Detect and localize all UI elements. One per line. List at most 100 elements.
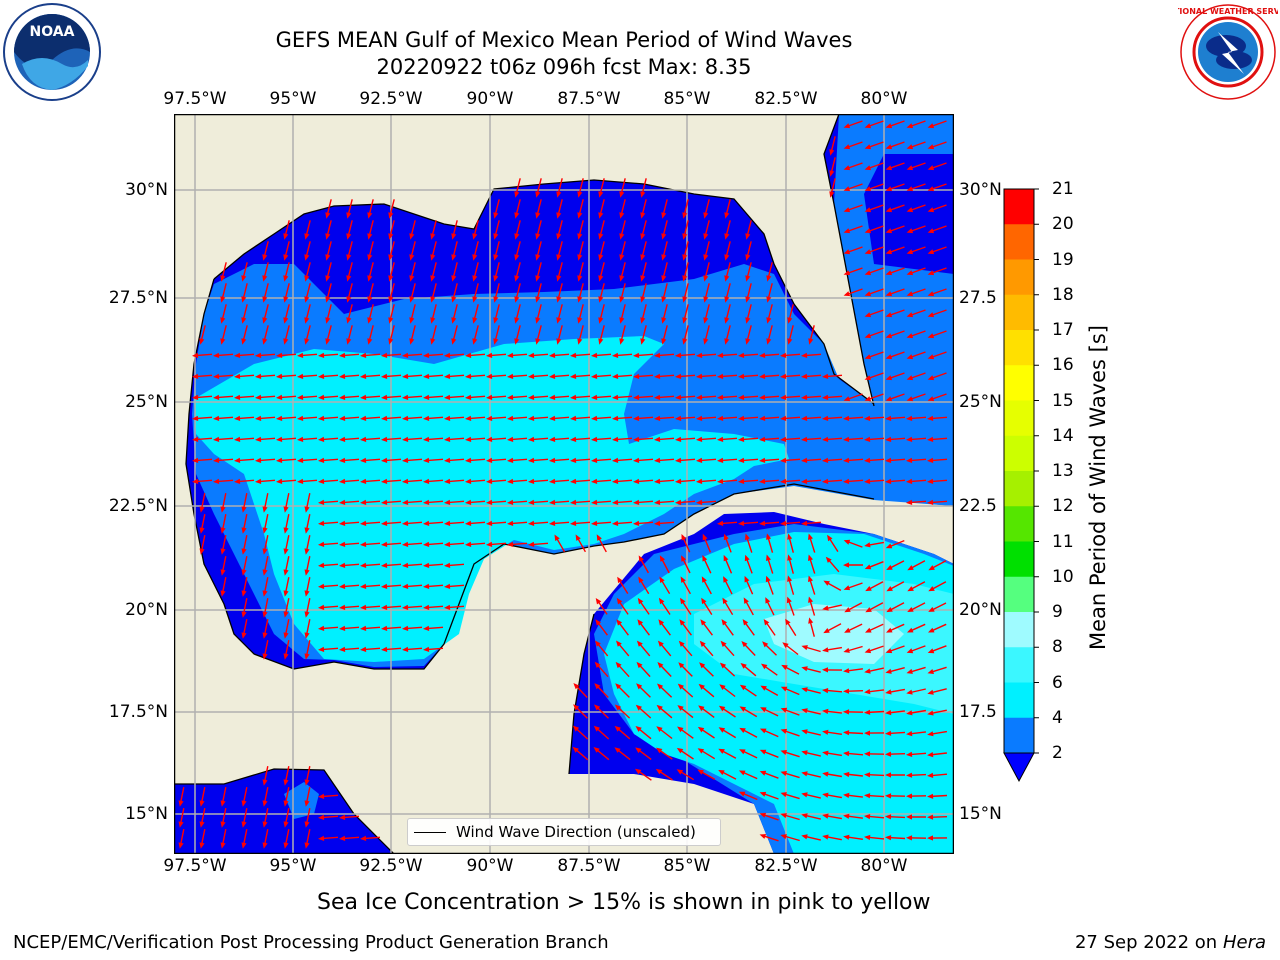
- wind-wave-arrow: [864, 204, 884, 213]
- wind-wave-arrow: [864, 436, 885, 442]
- wind-wave-arrow: [234, 478, 255, 484]
- wind-wave-arrow: [617, 576, 629, 594]
- wind-wave-arrow: [614, 725, 631, 740]
- wind-wave-arrow: [612, 352, 633, 358]
- wind-wave-arrow: [843, 709, 864, 715]
- colorbar-label: 6: [1052, 672, 1063, 693]
- wind-wave-arrow: [780, 373, 801, 379]
- lat-tick-right-4: 22.5: [959, 496, 997, 516]
- wind-wave-arrow: [906, 751, 927, 757]
- wind-wave-arrow: [697, 769, 716, 781]
- wind-wave-arrow: [346, 241, 353, 261]
- wind-wave-arrow: [720, 640, 735, 657]
- wind-wave-arrow: [696, 373, 717, 379]
- wind-wave-arrow: [696, 436, 717, 442]
- wind-wave-arrow: [220, 304, 227, 324]
- wind-wave-arrow: [906, 645, 926, 654]
- wind-wave-arrow: [654, 520, 675, 526]
- wind-wave-arrow: [262, 787, 269, 807]
- wind-wave-arrow: [199, 325, 206, 345]
- wind-wave-arrow: [535, 325, 542, 345]
- wind-wave-arrow: [885, 772, 905, 778]
- wind-wave-arrow: [360, 520, 381, 526]
- wind-wave-arrow: [906, 393, 926, 402]
- colorbar-label: 16: [1052, 355, 1074, 376]
- wind-wave-arrow: [276, 478, 297, 484]
- wind-wave-arrow: [423, 352, 444, 358]
- wind-wave-arrow: [864, 751, 885, 757]
- wind-wave-arrow: [595, 619, 608, 636]
- wind-wave-arrow: [843, 813, 863, 819]
- wind-wave-arrow: [787, 575, 795, 595]
- wind-wave-arrow: [635, 747, 652, 760]
- wind-wave-arrow: [283, 304, 290, 324]
- wind-wave-arrow: [745, 220, 752, 240]
- wind-wave-arrow: [801, 520, 822, 526]
- wind-wave-arrow: [528, 373, 549, 379]
- wind-wave-arrow: [759, 373, 780, 379]
- wind-wave-arrow: [678, 640, 693, 657]
- wind-wave-arrow: [864, 162, 884, 171]
- wind-wave-arrow: [724, 241, 731, 261]
- wind-wave-arrow: [535, 304, 542, 324]
- wind-wave-arrow: [339, 520, 360, 526]
- wind-wave-arrow: [906, 372, 926, 381]
- wind-wave-arrow: [262, 325, 269, 345]
- wind-wave-arrow: [744, 575, 754, 595]
- wind-wave-arrow: [885, 309, 905, 318]
- wind-wave-arrow: [678, 662, 693, 677]
- wind-wave-arrow: [304, 493, 311, 513]
- wind-wave-arrow: [616, 619, 629, 636]
- wind-wave-arrow: [661, 325, 668, 345]
- wind-wave-arrow: [241, 514, 248, 534]
- wind-wave-arrow: [409, 262, 416, 282]
- wind-wave-arrow: [367, 283, 374, 303]
- wind-wave-arrow: [493, 283, 500, 303]
- wind-wave-arrow: [514, 241, 521, 261]
- wind-wave-arrow: [759, 749, 779, 758]
- wind-wave-arrow: [864, 351, 884, 360]
- wind-wave-arrow: [570, 352, 591, 358]
- wind-wave-arrow: [928, 602, 947, 612]
- wind-wave-arrow: [283, 535, 290, 555]
- wind-wave-arrow: [528, 415, 549, 421]
- wind-wave-arrow: [675, 352, 696, 358]
- wind-wave-arrow: [698, 705, 715, 718]
- wind-wave-arrow: [633, 457, 654, 463]
- wind-wave-arrow: [843, 539, 863, 548]
- map-panel: Wind Wave Direction (unscaled): [173, 113, 955, 855]
- wind-wave-arrow: [318, 415, 339, 421]
- wind-wave-arrow: [318, 646, 339, 652]
- wind-wave-arrow: [927, 309, 947, 318]
- wind-wave-arrow: [381, 583, 402, 589]
- wind-wave-arrow: [865, 623, 884, 633]
- wind-wave-arrow: [556, 325, 563, 345]
- wind-wave-arrow: [699, 640, 714, 657]
- wind-wave-arrow: [220, 787, 227, 807]
- wind-wave-arrow: [283, 220, 290, 240]
- wind-wave-arrow: [241, 808, 248, 828]
- wind-wave-arrow: [402, 562, 423, 568]
- wind-wave-arrow: [594, 683, 609, 698]
- wind-wave-arrow: [659, 555, 670, 574]
- wind-wave-arrow: [633, 394, 654, 400]
- wind-wave-arrow: [717, 457, 738, 463]
- wind-wave-arrow: [675, 457, 696, 463]
- wind-wave-arrow: [766, 262, 773, 282]
- wind-wave-arrow: [409, 220, 416, 240]
- wind-wave-arrow: [864, 267, 884, 276]
- wind-wave-arrow: [745, 325, 752, 345]
- wind-wave-arrow: [738, 520, 759, 526]
- wind-wave-arrow: [423, 436, 444, 442]
- wind-wave-arrow: [808, 575, 816, 595]
- wind-wave-arrow: [596, 534, 607, 553]
- wind-wave-arrow: [885, 267, 905, 276]
- wind-wave-arrow: [577, 220, 584, 240]
- wind-wave-arrow: [822, 373, 843, 379]
- wind-wave-arrow: [675, 415, 696, 421]
- colorbar-label: 15: [1052, 390, 1074, 411]
- wind-wave-arrow: [556, 199, 563, 219]
- wind-wave-arrow: [927, 499, 948, 505]
- wind-wave-arrow: [549, 352, 570, 358]
- wind-wave-arrow: [780, 478, 801, 484]
